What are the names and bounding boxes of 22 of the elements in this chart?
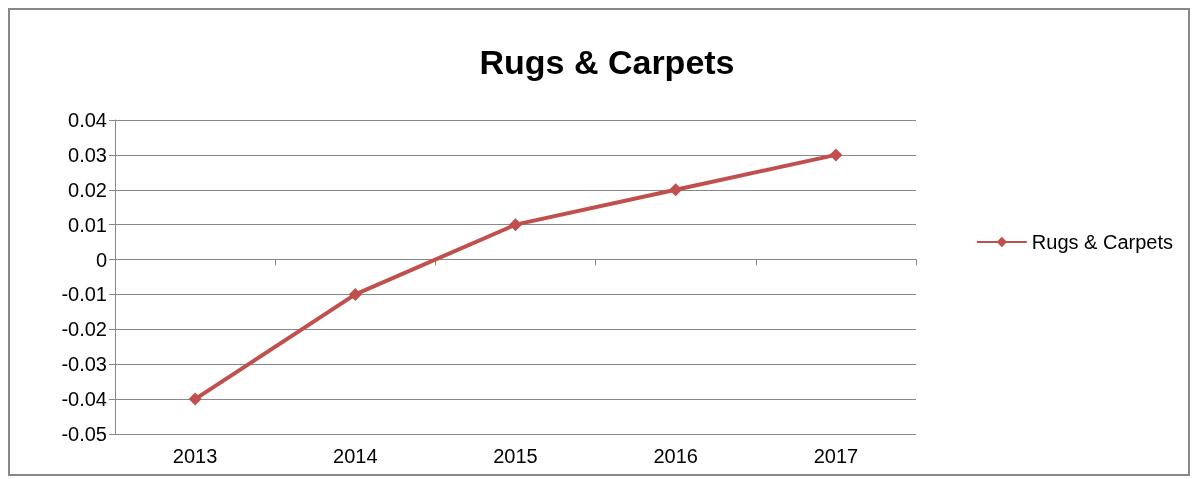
y-tick-label: 0.04 [68,109,107,131]
y-tick-label: 0.03 [68,143,107,166]
point [669,183,683,197]
y-tick-label: 0.02 [68,178,107,201]
y-tick-label: -0.05 [61,423,107,445]
x-tick-label: 2014 [333,445,378,467]
x-tick-label: 2017 [813,445,859,467]
point [348,287,362,301]
point [188,392,202,406]
chart-title: Rugs & Carpets [479,43,735,81]
y-tick-label: 0.01 [68,213,107,236]
y-tick-label: -0.03 [61,353,107,376]
y-tick-label: -0.02 [61,318,107,341]
y-tick-label: -0.01 [61,283,107,306]
x-tick-label: 2016 [653,445,698,467]
y-tick-label: 0 [95,248,107,271]
legend-label: Rugs & Carpets [1031,231,1173,253]
x-tick-label: 2015 [493,445,538,467]
x-tick-label: 2013 [172,445,218,467]
point [829,148,843,162]
point [509,218,522,232]
y-tick-label: -0.04 [61,388,107,411]
